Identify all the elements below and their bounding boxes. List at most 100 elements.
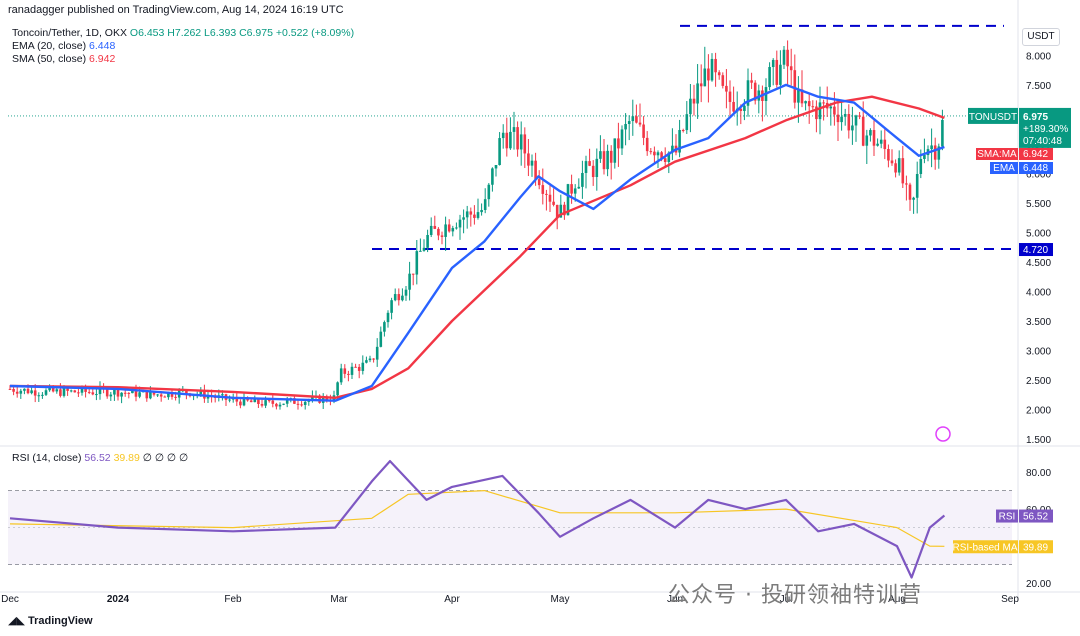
tv-logo-text: TradingView — [27, 615, 93, 627]
ema-legend-value: 6.448 — [89, 40, 116, 52]
candle-body — [501, 132, 505, 139]
candle-body — [30, 390, 33, 394]
candle-body — [923, 155, 926, 159]
candle-body — [782, 49, 786, 65]
candle-body — [253, 398, 257, 403]
rsi-ma-tag-label-bg — [953, 540, 1018, 554]
main-legend: Toncoin/Tether, 1D, OKX O6.453 H7.262 L6… — [12, 27, 354, 66]
candle-body — [800, 89, 804, 104]
candle-body — [822, 102, 825, 104]
candle-body — [23, 388, 26, 391]
candle-body — [131, 389, 134, 394]
candle-body — [519, 134, 523, 150]
candle-body — [480, 209, 483, 213]
candle-body — [415, 251, 419, 275]
ema-tag-label: EMA — [993, 163, 1015, 174]
candle-body — [512, 127, 516, 132]
candle-body — [620, 129, 624, 149]
sma-legend-label[interactable]: SMA (50, close) — [12, 53, 87, 65]
y-tick-label: 7.500 — [1026, 81, 1051, 92]
currency-selector[interactable]: USDT — [1022, 28, 1060, 46]
y-tick-label: 2.000 — [1026, 406, 1051, 417]
rsi-ma-line — [9, 490, 945, 547]
candle-body — [303, 401, 307, 405]
x-tick-label: Apr — [444, 594, 460, 605]
candle-body — [278, 404, 282, 407]
candle-body — [545, 193, 548, 195]
candle-body — [199, 390, 203, 395]
ema-tag-label-bg — [990, 162, 1018, 174]
candle-body — [599, 151, 602, 159]
candle-body — [566, 184, 570, 216]
candle-body — [325, 396, 329, 401]
candle-body — [8, 388, 12, 390]
tradingview-logo[interactable]: ◢◣ TradingView — [8, 614, 93, 627]
y-tick-label: 2.500 — [1026, 376, 1051, 387]
candle-body — [105, 389, 109, 397]
candle-body — [152, 391, 156, 395]
candle-body — [739, 108, 743, 111]
y-tick-label: 3.500 — [1026, 317, 1051, 328]
candle-body — [707, 68, 710, 81]
ema-line — [9, 83, 945, 402]
candle-body — [127, 392, 131, 394]
candle-body — [617, 138, 620, 149]
candle-body — [444, 224, 447, 237]
candle-body — [843, 113, 847, 117]
candle-body — [548, 194, 552, 202]
candle-body — [77, 392, 80, 394]
candle-body — [44, 390, 48, 395]
candle-body — [397, 294, 401, 301]
candle-body — [408, 273, 411, 290]
candle-body — [681, 129, 685, 131]
candle-body — [386, 312, 390, 323]
rsi-legend-extras: ∅ ∅ ∅ ∅ — [142, 452, 189, 464]
candle-body — [627, 121, 631, 124]
candle-body — [861, 116, 865, 146]
candle-body — [505, 132, 509, 149]
candle-body — [581, 172, 584, 187]
rsi-legend-label[interactable]: RSI (14, close) — [12, 452, 82, 464]
change-tag: +189.30% — [1023, 124, 1068, 135]
candle-body — [174, 396, 177, 398]
candle-body — [134, 389, 138, 397]
candle-body — [300, 404, 303, 406]
candle-body — [858, 115, 861, 117]
candle-body — [26, 388, 30, 394]
ema-legend-label[interactable]: EMA (20, close) — [12, 40, 87, 52]
candle-body — [797, 89, 800, 103]
candle-body — [170, 392, 174, 397]
candle-body — [840, 116, 843, 123]
rsi-ma-tag-value: 39.89 — [1023, 542, 1048, 553]
candle-body — [541, 185, 545, 194]
candle-body — [87, 391, 91, 393]
candle-body — [678, 129, 681, 153]
candle-body — [84, 387, 87, 392]
candle-body — [901, 158, 905, 184]
x-tick-label: Jul — [780, 594, 793, 605]
candle-body — [638, 122, 642, 125]
candle-body — [264, 400, 267, 406]
price-tag-bg — [1019, 107, 1071, 148]
candle-body — [138, 392, 141, 397]
candle-body — [606, 150, 609, 170]
candle-body — [393, 294, 397, 301]
candle-body — [343, 368, 347, 374]
candle-body — [69, 390, 73, 392]
sma-tag-label: SMA:MA — [977, 149, 1017, 160]
ohlc-values: O6.453 H7.262 L6.393 C6.975 +0.522 (+8.0… — [129, 27, 355, 39]
watermark-text: 公众号 · 投研领袖特训营 — [668, 583, 922, 608]
y-tick-label: 3.000 — [1026, 347, 1051, 358]
candle-body — [33, 390, 37, 396]
candle-body — [649, 151, 653, 153]
candle-body — [836, 114, 840, 123]
candle-body — [473, 214, 476, 218]
candle-body — [671, 145, 674, 153]
candle-body — [908, 184, 912, 200]
candle-body — [793, 70, 797, 103]
candle-body — [905, 183, 908, 185]
candle-body — [559, 204, 563, 218]
candle-body — [523, 134, 527, 154]
rsi-line — [9, 460, 946, 579]
